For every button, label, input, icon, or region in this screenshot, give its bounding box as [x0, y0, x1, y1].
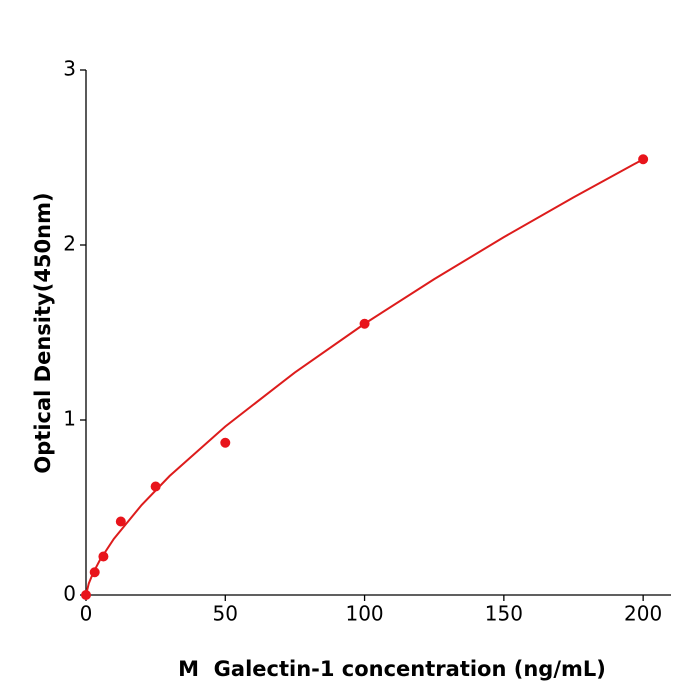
- x-tick-label: 50: [213, 602, 238, 626]
- x-tick-label: 0: [80, 602, 93, 626]
- data-point: [220, 437, 231, 448]
- x-tick-label: 200: [624, 602, 662, 626]
- data-point: [638, 154, 649, 165]
- fit-curve: [85, 158, 644, 596]
- y-axis-title: Optical Density(450nm): [31, 192, 55, 473]
- data-point: [81, 590, 91, 600]
- data-point: [359, 318, 370, 329]
- y-tick-label: 3: [63, 57, 76, 81]
- data-point: [150, 481, 161, 492]
- x-tick-label: 150: [485, 602, 523, 626]
- y-tick-label: 1: [63, 407, 76, 431]
- data-point: [115, 516, 126, 527]
- y-tick-label: 2: [63, 232, 76, 256]
- y-tick-label: 0: [63, 582, 76, 606]
- data-point: [89, 567, 100, 578]
- x-axis-title: M Galectin-1 concentration (ng/mL): [178, 657, 606, 681]
- data-point: [98, 551, 109, 562]
- x-tick-label: 100: [345, 602, 383, 626]
